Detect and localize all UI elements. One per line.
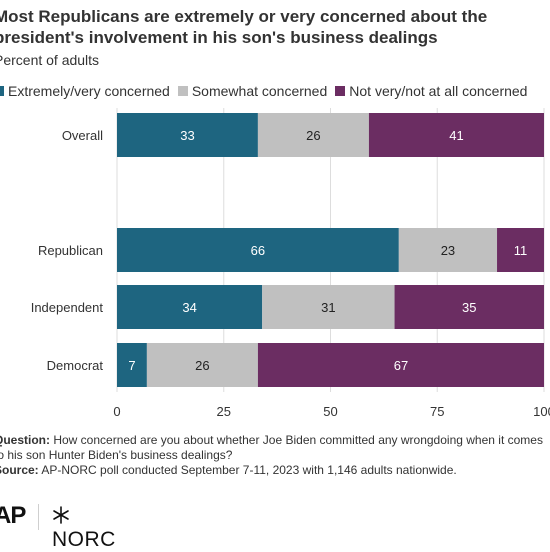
data-label: 66 <box>251 243 265 258</box>
logo-divider <box>38 504 39 530</box>
data-label: 41 <box>449 128 463 143</box>
x-tick-label: 100 <box>533 404 550 419</box>
category-label: Republican <box>38 243 103 258</box>
data-label: 31 <box>321 300 335 315</box>
data-label: 33 <box>180 128 194 143</box>
data-label: 7 <box>128 358 135 373</box>
bar-segment-extremely <box>117 285 263 329</box>
bar-segment-not-very <box>497 228 544 272</box>
x-tick-label: 0 <box>113 404 120 419</box>
bar-segment-extremely <box>117 343 147 387</box>
question-note: Question: How concerned are you about wh… <box>0 433 550 463</box>
bar-segment-extremely <box>117 228 399 272</box>
stacked-bar-chart: Overall 33 26 41 Republican 66 23 11 Independent… <box>31 108 550 419</box>
category-label: Democrat <box>47 358 104 373</box>
legend: Extremely/very concerned Somewhat concer… <box>0 82 535 100</box>
source-note: Source: AP-NORC poll conducted September… <box>0 463 550 478</box>
chart-title: Most Republicans are extremely or very c… <box>0 7 488 47</box>
bar-segment-extremely <box>117 113 258 157</box>
bar-segment-somewhat <box>257 113 369 157</box>
data-label: 11 <box>514 243 528 258</box>
legend-label-somewhat: Somewhat concerned <box>191 83 328 99</box>
bar-segment-somewhat <box>398 228 498 272</box>
bar-segment-not-very <box>368 113 544 157</box>
x-tick-label: 75 <box>430 404 444 419</box>
legend-label-not-very: Not very/not at all concerned <box>349 83 528 99</box>
data-label: 26 <box>306 128 320 143</box>
question-text: How concerned are you about whether Joe … <box>0 433 543 462</box>
data-label: 26 <box>195 358 209 373</box>
norc-logo-text: NORC <box>52 528 116 551</box>
norc-logo: NORC <box>52 504 116 552</box>
legend-item-extremely: Extremely/very concerned <box>0 83 170 99</box>
bar-segment-not-very <box>394 285 544 329</box>
category-label: Overall <box>62 128 103 143</box>
legend-swatch-not-very <box>335 86 346 96</box>
x-tick-label: 25 <box>217 404 231 419</box>
ap-logo: AP <box>0 502 26 529</box>
norc-star-icon <box>53 506 69 524</box>
legend-swatch-extremely <box>0 86 4 96</box>
data-label: 34 <box>182 300 196 315</box>
data-label: 23 <box>441 243 455 258</box>
source-label: Source: <box>0 463 39 477</box>
source-text: AP-NORC poll conducted September 7-11, 2… <box>41 463 457 477</box>
data-label: 35 <box>462 300 476 315</box>
bar-segment-somewhat <box>146 343 258 387</box>
data-label: 67 <box>394 358 408 373</box>
category-label: Independent <box>31 300 104 315</box>
bar-segment-not-very <box>257 343 544 387</box>
bar-segment-somewhat <box>262 285 395 329</box>
question-label: Question: <box>0 433 50 447</box>
legend-swatch-somewhat <box>177 86 188 96</box>
x-tick-label: 50 <box>323 404 337 419</box>
legend-item-somewhat: Somewhat concerned <box>177 83 328 99</box>
legend-label-extremely: Extremely/very concerned <box>8 83 170 99</box>
chart-notes: Question: How concerned are you about wh… <box>0 433 550 478</box>
legend-item-not-very: Not very/not at all concerned <box>335 83 527 99</box>
chart-subtitle: Percent of adults <box>0 52 100 68</box>
